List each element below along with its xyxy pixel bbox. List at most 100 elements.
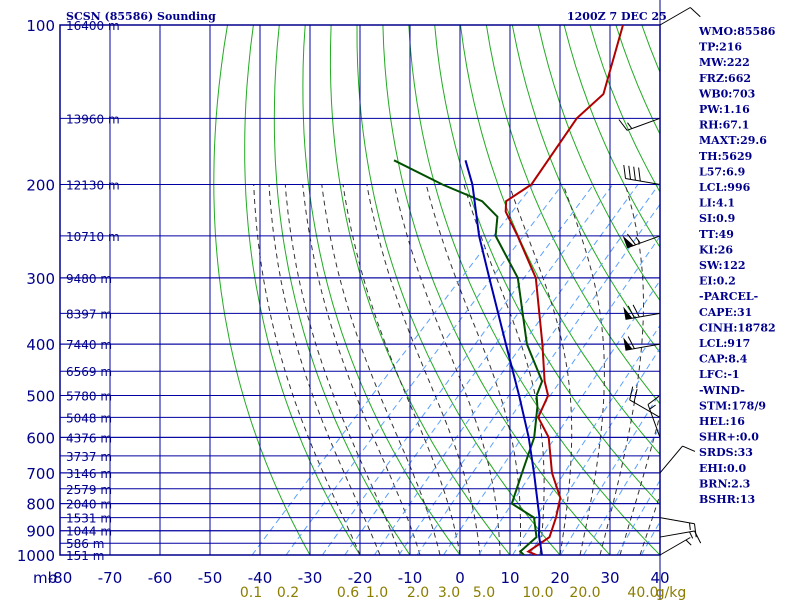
temperature-tick-label: 30 <box>600 569 619 587</box>
index-entry: CAPE:31 <box>699 306 752 319</box>
temperature-tick-label: 0 <box>455 569 465 587</box>
stability-indices: WMO:85586 TP:216 MW:222 FRZ:662 WB0:703 PW:1.… <box>698 25 776 506</box>
index-entry: CAP:8.4 <box>699 353 748 366</box>
height-label: 5048 m <box>66 411 112 425</box>
wind-barb-flag <box>627 233 636 246</box>
dry-adiabat-line <box>356 25 561 555</box>
dry-adiabat-line <box>329 25 511 555</box>
height-label: 9480 m <box>66 272 112 286</box>
mixing-ratio-label: 10.0 <box>522 585 553 600</box>
wind-barb-staff <box>659 537 691 556</box>
wind-barb-flag <box>694 523 697 538</box>
height-label: 3146 m <box>66 467 112 481</box>
mixing-ratio-label: 2.0 <box>407 585 429 600</box>
height-label: 3737 m <box>66 450 112 464</box>
wind-barb <box>659 537 692 556</box>
wind-barb-pennant <box>622 235 634 248</box>
pressure-tick-label: 100 <box>26 17 55 35</box>
wind-barb <box>623 164 661 186</box>
pressure-unit-label: mb <box>33 569 57 587</box>
wind-barb-flag <box>627 305 635 319</box>
wind-barb-pennant <box>623 306 633 320</box>
height-label: 2040 m <box>66 498 112 512</box>
valid-time: 1200Z 7 DEC 25 <box>567 10 667 23</box>
height-label: 16400 m <box>66 19 120 33</box>
index-entry: LI:4.1 <box>699 197 735 210</box>
wind-barb-staff <box>626 117 661 131</box>
temperature-tick-label: -40 <box>248 569 273 587</box>
index-entry: CINH:18782 <box>699 321 776 334</box>
pressure-tick-label: 700 <box>26 465 55 483</box>
wind-barb-half-flag <box>685 539 692 546</box>
temperature-tick-label: -30 <box>298 569 323 587</box>
wind-barbs <box>618 7 702 556</box>
wind-barb-flag <box>647 395 660 405</box>
height-label: 6569 m <box>66 365 112 379</box>
temperature-tick-label: -20 <box>348 569 373 587</box>
temperature-tick-label: 40 <box>650 569 669 587</box>
dry-adiabat-line <box>213 25 311 555</box>
temperature-tick-label: -10 <box>398 569 423 587</box>
pressure-tick-label: 1000 <box>17 547 55 565</box>
height-label: 13960 m <box>66 112 120 126</box>
wind-barb-half-flag <box>689 522 691 531</box>
index-entry: EI:0.2 <box>699 275 736 288</box>
index-entry: LCL:996 <box>699 181 751 194</box>
dry-adiabat-line <box>302 25 461 555</box>
wind-barb <box>623 336 661 351</box>
index-entry: WB0:703 <box>698 87 755 100</box>
index-entry: LCL:917 <box>699 337 750 350</box>
pressure-tick-label: 300 <box>26 270 55 288</box>
index-entry: TT:49 <box>699 228 734 241</box>
wind-barb-flag <box>628 165 631 180</box>
wind-barb-flag <box>623 164 626 179</box>
wind-barb <box>647 395 661 438</box>
wind-barb-flag <box>618 119 628 131</box>
sounding-traces <box>393 25 624 555</box>
height-label: 1044 m <box>66 525 112 539</box>
height-label: 2579 m <box>66 483 112 497</box>
mixing-ratio-label: 20.0 <box>569 585 600 600</box>
height-label: 12130 m <box>66 179 120 193</box>
index-entry: SHR+:0.0 <box>699 431 759 444</box>
pressure-tick-label: 600 <box>26 429 55 447</box>
wind-barb-flag <box>682 445 696 452</box>
index-entry: MAXT:29.6 <box>699 134 767 147</box>
mixing-ratio-label: 0.6 <box>337 585 359 600</box>
wind-barb <box>659 445 696 474</box>
index-entry: RH:67.1 <box>699 119 749 132</box>
wind-barb-flag <box>633 166 636 181</box>
height-label: 10710 m <box>66 230 120 244</box>
parcel-trace <box>464 160 543 555</box>
height-label: 4376 m <box>66 431 112 445</box>
temperature-tick-label: -70 <box>98 569 123 587</box>
wind-barb-staff <box>659 7 691 26</box>
wind-barb-half-flag <box>627 122 633 129</box>
dry-adiabat-line <box>485 25 660 405</box>
plot-frame <box>59 0 661 600</box>
index-entry: TH:5629 <box>699 150 752 163</box>
temperature-trace <box>504 25 624 555</box>
wind-barb-flag <box>629 386 634 401</box>
mixing-ratio-label: g/kg <box>656 585 687 600</box>
wind-barb-staff <box>625 178 661 186</box>
index-entry: L57:6.9 <box>699 165 745 178</box>
dewpoint-trace <box>393 159 544 555</box>
index-entry: MW:222 <box>699 56 750 69</box>
height-label: 586 m <box>66 537 104 551</box>
mixing-ratio-labels: 0.1 0.2 0.6 1.0 2.0 3.0 5.0 10.0 20.0 40.0g/kg <box>240 585 686 600</box>
pressure-tick-label: 800 <box>26 496 55 514</box>
index-entry: STM:178/9 <box>699 399 766 412</box>
wind-barb-flag <box>632 304 640 318</box>
index-entry: EHI:0.0 <box>699 462 746 475</box>
pressure-tick-label: 200 <box>26 177 55 195</box>
mixing-ratio-label: 0.1 <box>240 585 262 600</box>
wind-barb-staff <box>659 445 683 474</box>
mixing-ratio-label: 3.0 <box>438 585 460 600</box>
wind-barb <box>618 117 661 131</box>
mixing-ratio-label: 0.2 <box>277 585 299 600</box>
height-label: 151 m <box>66 549 104 563</box>
wind-barb <box>629 386 661 418</box>
mixing-ratio-line <box>251 184 534 555</box>
